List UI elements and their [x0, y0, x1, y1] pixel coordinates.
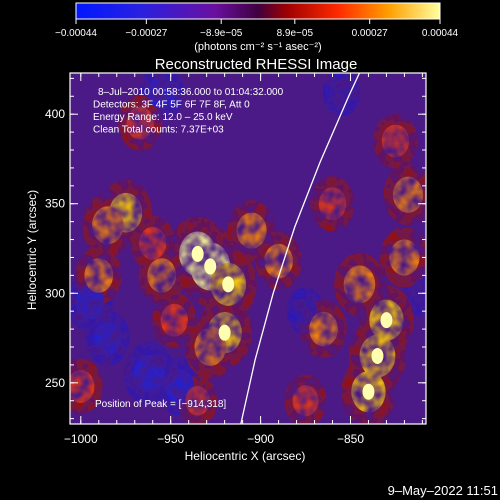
emission-source [318, 187, 347, 221]
emission-source [185, 385, 210, 416]
heat-blobs [70, 73, 426, 424]
colorbar-ticks: −0.00044 −0.00027 −8.9e−05 8.9e−05 0.00027 0.… [55, 19, 459, 39]
colorbar-tick-label: 0.00044 [422, 28, 459, 39]
y-tick-label: 400 [45, 107, 65, 121]
emission-core [371, 347, 384, 364]
emission-source [343, 265, 376, 304]
negative-region [94, 321, 122, 355]
y-axis-label: Heliocentric Y (arcsec) [25, 190, 39, 310]
negative-region [133, 354, 165, 393]
emission-source [264, 243, 293, 279]
y-tick-label: 250 [45, 376, 65, 390]
x-tick-label: −850 [337, 432, 364, 446]
emission-source [309, 311, 338, 347]
emission-source [381, 124, 410, 158]
emission-source [292, 385, 319, 417]
peak-position-label: Position of Peak = [−914,318] [95, 399, 226, 410]
x-axis: −1000 −950 −900 −850 [64, 73, 423, 446]
emission-source [126, 106, 154, 140]
y-tick-label: 300 [45, 286, 65, 300]
annotation-line: 8–Jul–2010 00:58:36.000 to 01:04:32.000 [98, 87, 284, 98]
heat-field [70, 73, 426, 424]
emission-source [147, 258, 177, 293]
footer-timestamp: 9–May–2022 11:51 [388, 483, 498, 498]
negative-region [329, 78, 354, 107]
colorbar-unit: (photons cm⁻² s⁻¹ asec⁻²) [194, 41, 321, 53]
colorbar-tick-label: 0.00027 [352, 28, 389, 39]
emission-source [70, 369, 95, 403]
emission-core [222, 276, 235, 293]
chart-title: Reconstructed RHESSI Image [155, 56, 358, 73]
negative-region [293, 297, 318, 326]
x-tick-label: −900 [247, 432, 274, 446]
colorbar-tick-label: 8.9e−05 [277, 28, 314, 39]
emission-core [218, 324, 231, 341]
emission-source [160, 303, 188, 337]
colorbar-tick-label: −0.00044 [55, 28, 97, 39]
negative-region [147, 76, 176, 110]
emission-source [91, 206, 124, 245]
annotation-line: Clean Total counts: 7.37E+03 [93, 125, 224, 136]
emission-core [191, 245, 204, 262]
emission-source [236, 212, 267, 249]
x-tick-label: −950 [157, 432, 184, 446]
solar-limb-curve [240, 73, 361, 424]
colorbar-tick-label: −8.9e−05 [200, 28, 243, 39]
x-axis-label: Heliocentric X (arcsec) [185, 449, 306, 463]
colorbar-tick-label: −0.00027 [125, 28, 167, 39]
annotation-line: Detectors: 3F 4F 5F 6F 7F 8F, Att 0 [93, 100, 250, 111]
emission-core [380, 312, 393, 329]
annotation-line: Energy Range: 12.0 – 25.0 keV [93, 112, 233, 123]
emission-source [194, 328, 227, 366]
y-tick-label: 350 [45, 197, 65, 211]
x-tick-label: −1000 [64, 432, 98, 446]
emission-source [392, 176, 424, 213]
emission-source [139, 226, 167, 260]
plot-frame [69, 72, 427, 425]
annotations: 8–Jul–2010 00:58:36.000 to 01:04:32.000 D… [93, 87, 284, 136]
colorbar-gradient [75, 2, 441, 20]
emission-source [389, 239, 420, 276]
negative-region [75, 284, 105, 320]
emission-source [84, 258, 114, 293]
y-axis: 250 300 350 400 [45, 77, 426, 420]
colorbar: −0.00044 −0.00027 −8.9e−05 8.9e−05 0.00027 0.… [55, 2, 459, 53]
emission-core [204, 258, 217, 275]
plot-area [70, 73, 426, 424]
emission-core [362, 383, 375, 400]
